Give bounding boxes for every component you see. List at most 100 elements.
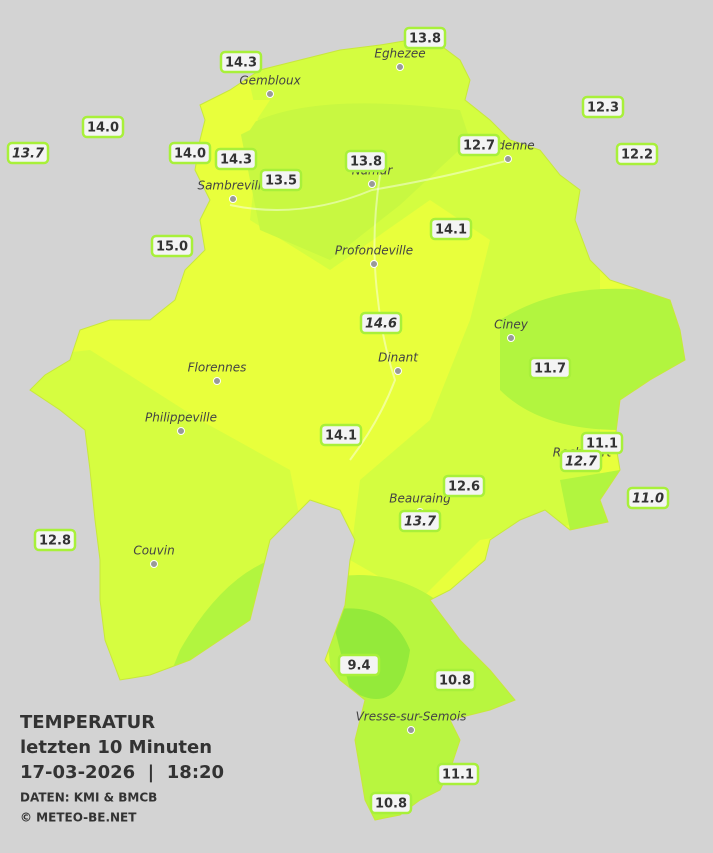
station: 11.1 bbox=[436, 762, 480, 786]
station-value: 14.0 bbox=[174, 147, 206, 162]
station-box bbox=[626, 486, 670, 510]
station-box bbox=[344, 149, 388, 173]
station: 13.5 bbox=[259, 168, 303, 192]
station-box bbox=[442, 474, 486, 498]
stations: 13.8 14.3 12.3 14.0 13.7 14.0 14.3 13.8 12.7 12.2… bbox=[6, 26, 670, 815]
station-value: 9.4 bbox=[347, 659, 370, 674]
station-value: 13.8 bbox=[350, 155, 382, 170]
station: 12.7 bbox=[457, 133, 501, 157]
station: 11.7 bbox=[528, 356, 572, 380]
city-label: Vresse-sur-Semois bbox=[356, 710, 467, 724]
station: 13.8 bbox=[403, 26, 447, 50]
station-value: 11.7 bbox=[534, 362, 566, 377]
station: 14.6 bbox=[359, 311, 403, 335]
station: 12.2 bbox=[615, 142, 659, 166]
city-label: Florennes bbox=[188, 361, 247, 375]
province-outline bbox=[29, 39, 686, 821]
city-dot bbox=[370, 260, 378, 268]
city-label: Gembloux bbox=[239, 74, 301, 88]
legend-source: DATEN: KMI & BMCB bbox=[20, 791, 157, 805]
station-value: 10.8 bbox=[439, 674, 471, 689]
station-value: 12.3 bbox=[587, 101, 619, 116]
station-value: 12.7 bbox=[565, 455, 598, 470]
station-box bbox=[168, 141, 212, 165]
station-box bbox=[580, 431, 624, 455]
station-value: 14.0 bbox=[87, 121, 119, 136]
station-box bbox=[81, 115, 125, 139]
city-dot bbox=[396, 63, 404, 71]
station: 14.1 bbox=[429, 217, 473, 241]
city-dot bbox=[229, 195, 237, 203]
city-dot bbox=[177, 427, 185, 435]
city-dot bbox=[504, 155, 512, 163]
station: 15.0 bbox=[150, 234, 194, 258]
city-label: Sambreville bbox=[197, 179, 268, 193]
station-box bbox=[433, 668, 477, 692]
station-value: 12.2 bbox=[621, 148, 653, 163]
station-box bbox=[259, 168, 303, 192]
station-value: 13.7 bbox=[12, 147, 45, 162]
city-label: Eghezee bbox=[374, 47, 425, 61]
station-box bbox=[559, 449, 603, 473]
station: 14.0 bbox=[168, 141, 212, 165]
station-box bbox=[369, 791, 413, 815]
station-value: 12.7 bbox=[463, 139, 495, 154]
station-value: 12.6 bbox=[448, 480, 480, 495]
station-value: 11.1 bbox=[442, 768, 474, 783]
legend: TEMPERATUR letzten 10 Minuten 17-03-2026… bbox=[20, 712, 224, 825]
station-box bbox=[581, 95, 625, 119]
station-value: 14.1 bbox=[435, 223, 467, 238]
city-dot bbox=[407, 726, 415, 734]
station-box bbox=[33, 528, 77, 552]
legend-datetime: 17-03-2026 | 18:20 bbox=[20, 762, 224, 783]
station-box bbox=[219, 50, 263, 74]
station-box bbox=[6, 141, 50, 165]
station: 9.4 bbox=[337, 653, 381, 677]
station-value: 12.8 bbox=[39, 534, 71, 549]
station-value: 11.0 bbox=[632, 492, 664, 507]
city-label: Philippeville bbox=[145, 411, 217, 425]
city-label: Profondeville bbox=[335, 244, 413, 258]
city-label: Dinant bbox=[378, 351, 419, 365]
station-value: 14.3 bbox=[220, 153, 252, 168]
station: 12.6 bbox=[442, 474, 486, 498]
station-value: 14.6 bbox=[365, 317, 397, 332]
station-box bbox=[359, 311, 403, 335]
legend-period: letzten 10 Minuten bbox=[20, 737, 212, 758]
station-value: 15.0 bbox=[156, 240, 188, 255]
station-box bbox=[436, 762, 480, 786]
city-dot bbox=[394, 367, 402, 375]
station-box bbox=[214, 147, 258, 171]
station-box bbox=[528, 356, 572, 380]
city-dot bbox=[213, 377, 221, 385]
station: 13.7 bbox=[6, 141, 50, 165]
station-box bbox=[429, 217, 473, 241]
station: 14.1 bbox=[319, 423, 363, 447]
station: 12.8 bbox=[33, 528, 77, 552]
station: 12.3 bbox=[581, 95, 625, 119]
station-value: 13.8 bbox=[409, 32, 441, 47]
legend-copyright: © METEO-BE.NET bbox=[20, 811, 137, 825]
station-value: 11.1 bbox=[586, 437, 618, 452]
station: 14.3 bbox=[214, 147, 258, 171]
station: 10.8 bbox=[369, 791, 413, 815]
legend-title: TEMPERATUR bbox=[20, 712, 155, 733]
station-value: 10.8 bbox=[375, 797, 407, 812]
station-value: 14.1 bbox=[325, 429, 357, 444]
station-box bbox=[457, 133, 501, 157]
city-dot bbox=[507, 334, 515, 342]
station-box bbox=[337, 653, 381, 677]
station: 11.0 bbox=[626, 486, 670, 510]
city-dot bbox=[368, 180, 376, 188]
station: 11.1 bbox=[580, 431, 624, 455]
station: 14.3 bbox=[219, 50, 263, 74]
station: 12.7 bbox=[559, 449, 603, 473]
station-box bbox=[403, 26, 447, 50]
city-label: Ciney bbox=[494, 318, 529, 332]
station-value: 13.7 bbox=[404, 515, 437, 530]
station-value: 14.3 bbox=[225, 56, 257, 71]
station-value: 13.5 bbox=[265, 174, 297, 189]
station-box bbox=[398, 509, 442, 533]
